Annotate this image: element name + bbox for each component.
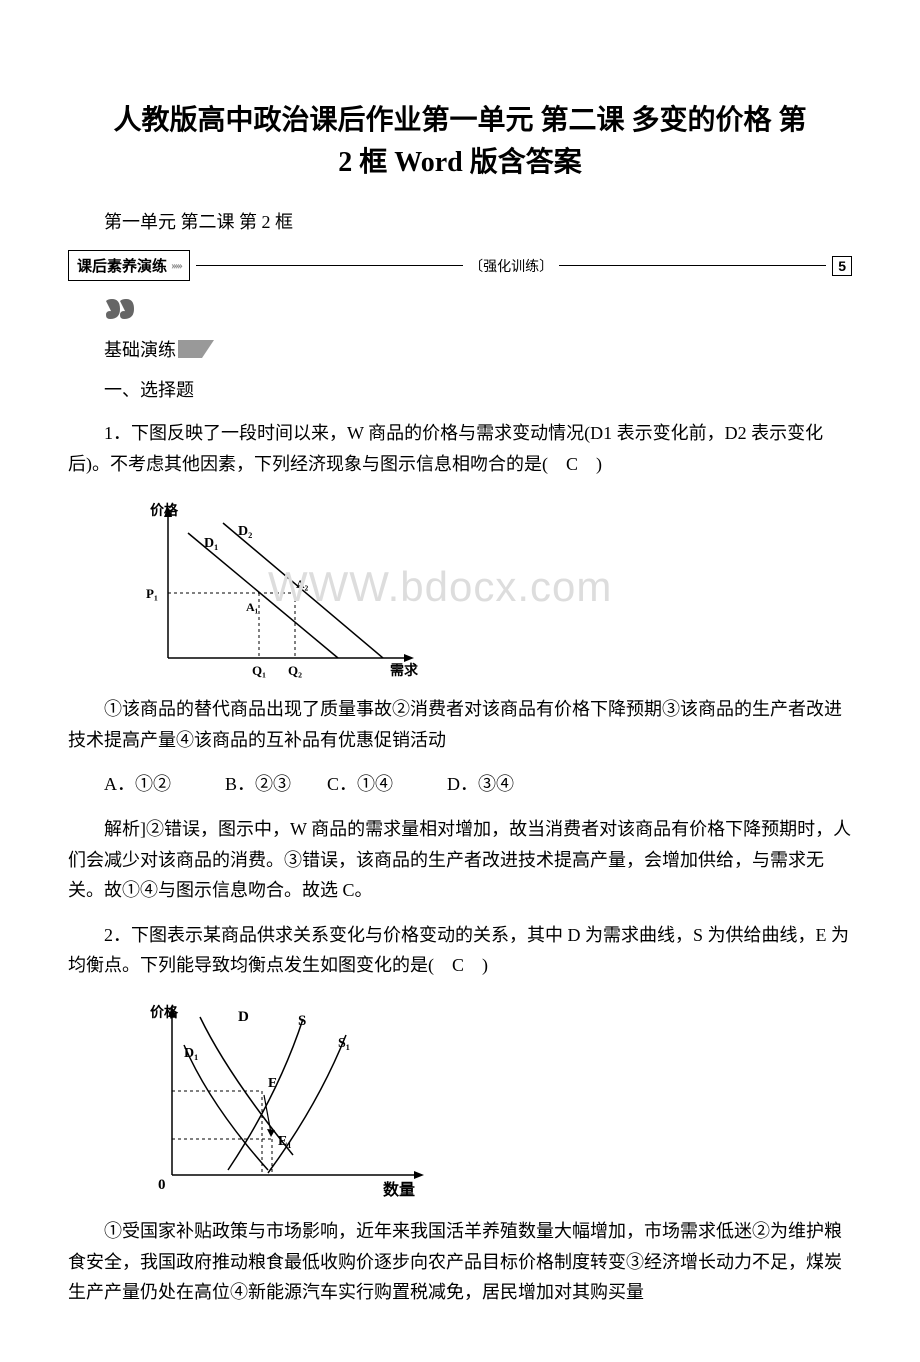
section-label: 基础演练 [104,336,176,362]
svg-text:P₁: P₁ [146,586,158,601]
q1-choices: A．①② B．②③ C．①④ D．③④ [104,769,852,800]
banner-end-badge: 5 [832,256,852,276]
page-title: 人教版高中政治课后作业第一单元 第二课 多变的价格 第 2 框 Word 版含答… [68,100,852,184]
banner-line-left [196,265,463,266]
svg-text:0: 0 [158,1177,166,1193]
banner-line-right [559,265,826,266]
q1-text: 1．下图反映了一段时间以来，W 商品的价格与需求变动情况(D1 表示变化前，D2… [68,418,852,479]
chart1-ylabel: 价格 [150,502,179,519]
q1-options: ①该商品的替代商品出现了质量事故②消费者对该商品有价格下降预期③该商品的生产者改… [68,694,852,755]
section-shape-icon [178,340,214,358]
svg-text:E₁: E₁ [278,1134,292,1149]
svg-text:S: S [298,1013,306,1029]
q1-explain: 解析]②错误，图示中，W 商品的需求量相对增加，故当消费者对该商品有价格下降预期… [68,814,852,906]
q2-options: ①受国家补贴政策与市场影响，近年来我国活羊养殖数量大幅增加，市场需求低迷②为维护… [68,1216,852,1308]
banner-mid-text: 〔强化训练〕 [469,256,553,276]
title-line-2: 2 框 Word 版含答案 [68,142,852,184]
chart1-xlabel: 需求 [390,662,419,679]
chart-2: 价格 数量 0 D D₁ S S₁ E E₁ [128,995,852,1210]
chart-1: 价格 需求 D₁ D₂ P₁ A₁ A₂ Q₁ Q₂ [128,493,852,688]
quote-icon [104,299,134,321]
question-heading: 一、选择题 [104,376,852,402]
svg-text:D₁: D₁ [184,1046,198,1061]
svg-text:D: D [238,1009,249,1025]
svg-text:数量: 数量 [383,1180,415,1199]
q2-text: 2．下图表示某商品供求关系变化与价格变动的关系，其中 D 为需求曲线，S 为供给… [68,920,852,981]
svg-text:Q₂: Q₂ [288,663,302,678]
svg-text:E: E [268,1076,277,1091]
banner-box-text: 课后素养演练 [77,255,167,276]
banner-arrows-icon: ››››› [171,258,181,273]
svg-text:价格: 价格 [150,1004,179,1021]
svg-text:Q₁: Q₁ [252,663,266,678]
svg-text:D₂: D₂ [238,524,252,539]
svg-text:D₁: D₁ [204,536,218,551]
title-line-1: 人教版高中政治课后作业第一单元 第二课 多变的价格 第 [68,100,852,142]
svg-text:A₂: A₂ [296,577,309,591]
banner-box: 课后素养演练 ››››› [68,250,190,281]
practice-banner: 课后素养演练 ››››› 〔强化训练〕 5 [68,250,852,281]
section-label-row: 基础演练 [104,336,852,362]
subtitle: 第一单元 第二课 第 2 框 [104,208,852,234]
svg-text:S₁: S₁ [338,1036,350,1051]
svg-text:A₁: A₁ [246,600,259,614]
